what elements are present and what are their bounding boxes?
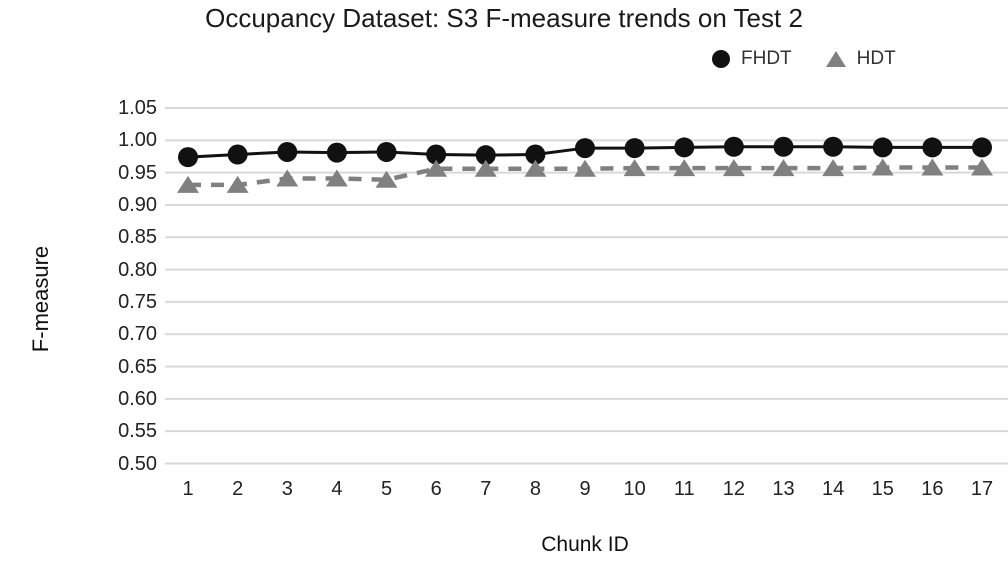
x-tick-label: 10 bbox=[623, 478, 646, 500]
data-point-hdt-8 bbox=[524, 159, 547, 177]
data-point-hdt-16 bbox=[921, 158, 944, 176]
data-point-fhdt-6 bbox=[426, 144, 447, 165]
data-point-fhdt-13 bbox=[773, 136, 794, 157]
data-point-fhdt-1 bbox=[178, 147, 198, 168]
x-tick-label: 4 bbox=[331, 478, 343, 500]
x-tick-label: 15 bbox=[871, 478, 894, 500]
x-tick-label: 5 bbox=[380, 478, 393, 500]
x-tick-label: 16 bbox=[921, 478, 944, 500]
y-tick-label: 0.50 bbox=[118, 452, 157, 475]
x-tick-label: 17 bbox=[970, 478, 994, 500]
x-tick-label: 8 bbox=[529, 478, 541, 500]
legend-circle-icon bbox=[712, 50, 730, 68]
legend-item-fhdt: FHDT bbox=[712, 48, 792, 70]
x-tick-label: 3 bbox=[281, 478, 293, 500]
y-tick-label: 0.90 bbox=[118, 193, 157, 216]
data-point-hdt-11 bbox=[673, 159, 696, 177]
data-point-fhdt-7 bbox=[475, 145, 496, 166]
data-point-hdt-17 bbox=[971, 158, 993, 176]
y-tick-label: 1.00 bbox=[118, 129, 157, 152]
x-tick-label: 7 bbox=[480, 478, 492, 500]
x-tick-label: 2 bbox=[232, 478, 244, 500]
x-axis-label: Chunk ID bbox=[541, 533, 629, 556]
x-tick-label: 11 bbox=[673, 478, 695, 500]
legend-item-hdt: HDT bbox=[825, 48, 896, 70]
data-point-fhdt-17 bbox=[972, 137, 992, 158]
x-tick-label: 12 bbox=[722, 478, 745, 500]
data-point-hdt-2 bbox=[226, 175, 249, 193]
data-point-hdt-10 bbox=[623, 159, 646, 177]
data-point-fhdt-10 bbox=[624, 138, 645, 159]
data-point-hdt-14 bbox=[822, 159, 845, 177]
x-tick-label: 1 bbox=[182, 478, 194, 500]
y-tick-label: 0.75 bbox=[118, 290, 157, 313]
x-tick-label: 9 bbox=[579, 478, 591, 500]
data-point-fhdt-16 bbox=[922, 137, 943, 158]
chart-title: Occupancy Dataset: S3 F-measure trends o… bbox=[205, 3, 803, 33]
y-tick-label: 0.60 bbox=[118, 387, 157, 410]
y-tick-label: 0.65 bbox=[118, 355, 157, 378]
data-point-fhdt-12 bbox=[723, 136, 744, 157]
data-point-hdt-3 bbox=[276, 169, 299, 187]
y-tick-label: 1.05 bbox=[118, 97, 157, 119]
legend-label: FHDT bbox=[741, 48, 792, 69]
x-tick-label: 6 bbox=[430, 478, 442, 500]
data-point-fhdt-11 bbox=[674, 137, 695, 158]
data-point-fhdt-15 bbox=[872, 137, 893, 158]
data-point-fhdt-2 bbox=[227, 144, 248, 165]
legend-triangle-icon bbox=[825, 51, 846, 67]
data-point-fhdt-3 bbox=[277, 141, 298, 162]
y-tick-label: 0.70 bbox=[118, 323, 157, 346]
data-point-hdt-9 bbox=[574, 159, 596, 177]
data-point-hdt-5 bbox=[375, 170, 398, 188]
data-point-fhdt-4 bbox=[326, 142, 347, 163]
data-point-hdt-4 bbox=[325, 169, 348, 187]
y-tick-label: 0.80 bbox=[118, 258, 157, 281]
legend-label: HDT bbox=[856, 48, 896, 69]
data-point-fhdt-14 bbox=[823, 136, 844, 157]
x-tick-label: 14 bbox=[822, 478, 845, 500]
chart-legend: FHDT HDT bbox=[712, 48, 896, 70]
y-tick-label: 0.55 bbox=[118, 420, 157, 443]
data-point-hdt-6 bbox=[425, 159, 448, 177]
y-tick-label: 0.95 bbox=[118, 161, 157, 184]
data-point-fhdt-8 bbox=[525, 144, 546, 165]
data-point-hdt-15 bbox=[871, 158, 894, 176]
data-point-hdt-13 bbox=[772, 159, 795, 177]
y-tick-label: 0.85 bbox=[118, 226, 157, 249]
data-point-hdt-12 bbox=[722, 159, 745, 177]
data-point-hdt-1 bbox=[177, 175, 199, 193]
data-point-fhdt-5 bbox=[376, 141, 397, 162]
data-point-fhdt-9 bbox=[575, 138, 595, 159]
x-tick-label: 13 bbox=[772, 478, 795, 500]
data-point-hdt-7 bbox=[474, 159, 497, 177]
